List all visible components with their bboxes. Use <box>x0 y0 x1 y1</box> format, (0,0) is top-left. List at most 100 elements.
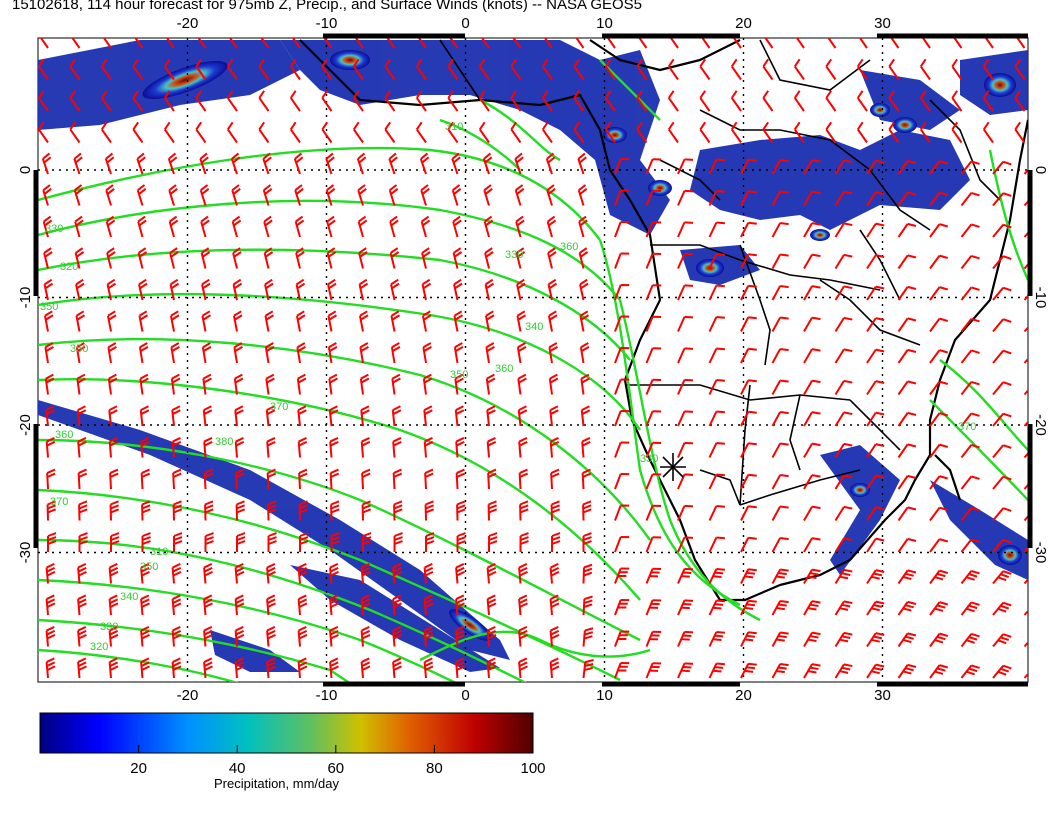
wind-barb <box>897 191 917 207</box>
wind-barb <box>423 437 434 458</box>
wind-barb <box>138 310 149 332</box>
wind-barb <box>929 380 949 396</box>
wind-barb <box>960 286 980 301</box>
wind-barb <box>730 58 742 81</box>
contour-label: 340 <box>525 321 543 333</box>
contour-label: 380 <box>215 436 233 448</box>
wind-barb <box>77 594 87 616</box>
wind-barb <box>518 657 528 679</box>
wind-barb <box>266 437 276 458</box>
wind-barb <box>486 657 497 679</box>
wind-barb <box>1014 90 1026 112</box>
wind-barb <box>170 373 181 395</box>
wind-barb <box>45 405 55 427</box>
wind-barb <box>452 215 462 238</box>
wind-barb <box>139 373 149 395</box>
wind-barb <box>109 468 119 490</box>
wind-barb <box>614 378 630 395</box>
wind-barb <box>295 278 306 301</box>
wind-barb <box>298 500 309 521</box>
wind-barb <box>580 405 591 427</box>
wind-barb <box>447 90 459 112</box>
wind-barb <box>577 184 588 206</box>
wind-barb <box>645 599 662 616</box>
wind-barb <box>803 159 821 175</box>
wind-barb <box>866 600 885 616</box>
wind-barb <box>295 247 305 269</box>
wind-barb <box>73 152 83 175</box>
contour-label: 330 <box>640 453 658 465</box>
wind-barb <box>645 662 662 679</box>
wind-barb <box>140 468 151 490</box>
wind-barb <box>453 310 464 332</box>
wind-barb <box>264 342 275 364</box>
wind-barb <box>486 625 497 647</box>
wind-barb <box>234 405 244 427</box>
wind-barb <box>391 405 402 427</box>
wind-barb <box>360 405 370 427</box>
wind-barb <box>393 532 403 553</box>
wind-barb <box>573 121 585 144</box>
wind-barb <box>202 405 213 427</box>
wind-barb <box>172 500 183 521</box>
wind-barb <box>614 630 630 647</box>
wind-barb <box>517 405 528 427</box>
wind-barb <box>677 599 694 616</box>
wind-barb <box>929 317 949 333</box>
wind-barb <box>388 184 399 206</box>
wind-barb <box>771 536 789 553</box>
wind-barb <box>487 500 498 521</box>
wind-barb <box>297 562 308 584</box>
wind-barb <box>794 38 805 49</box>
wind-barb <box>267 500 277 521</box>
wind-barb <box>204 532 214 553</box>
wind-barb <box>708 473 725 490</box>
wind-barb <box>897 506 917 522</box>
wind-barb <box>199 152 209 175</box>
wind-barb <box>41 152 52 175</box>
wind-barb <box>264 310 275 332</box>
wind-barb <box>451 152 461 175</box>
wind-barb <box>834 348 853 364</box>
wind-barb <box>982 121 994 144</box>
wind-barb <box>455 657 465 679</box>
wind-barb <box>549 562 560 584</box>
wind-barb <box>392 437 402 458</box>
wind-barb <box>45 657 56 679</box>
wind-barb <box>708 536 725 553</box>
wind-barb <box>392 657 402 679</box>
wind-barb <box>740 190 757 206</box>
wind-barb <box>1023 255 1028 270</box>
wind-barb <box>297 625 308 647</box>
wind-barb <box>897 222 917 238</box>
wind-barb <box>234 562 245 584</box>
wind-barb <box>171 562 182 584</box>
wind-barb <box>361 500 372 521</box>
wind-barb <box>960 443 980 459</box>
wind-barb <box>289 58 301 81</box>
wind-barb <box>483 184 493 206</box>
wind-barb <box>76 405 87 427</box>
wind-barb <box>677 252 694 269</box>
wind-barb <box>234 625 245 647</box>
wind-barb <box>960 569 980 585</box>
wind-barb <box>201 278 211 301</box>
wind-barb <box>483 215 494 238</box>
lat-tick-left: 0 <box>17 166 34 174</box>
wind-barb <box>43 310 54 332</box>
wind-barb <box>740 410 757 427</box>
wind-barb <box>330 500 340 521</box>
wind-barb <box>392 562 402 584</box>
wind-barb <box>636 38 648 49</box>
wind-barb <box>582 627 594 647</box>
wind-barb <box>478 58 490 81</box>
wind-barb <box>203 594 213 616</box>
wind-barb <box>542 38 553 49</box>
wind-barb <box>516 278 526 301</box>
wind-barb <box>771 505 789 521</box>
wind-barb <box>360 594 371 616</box>
wind-barb <box>834 663 853 679</box>
wind-barb <box>614 252 630 269</box>
wind-barb <box>136 152 146 175</box>
wind-barb <box>105 184 115 206</box>
